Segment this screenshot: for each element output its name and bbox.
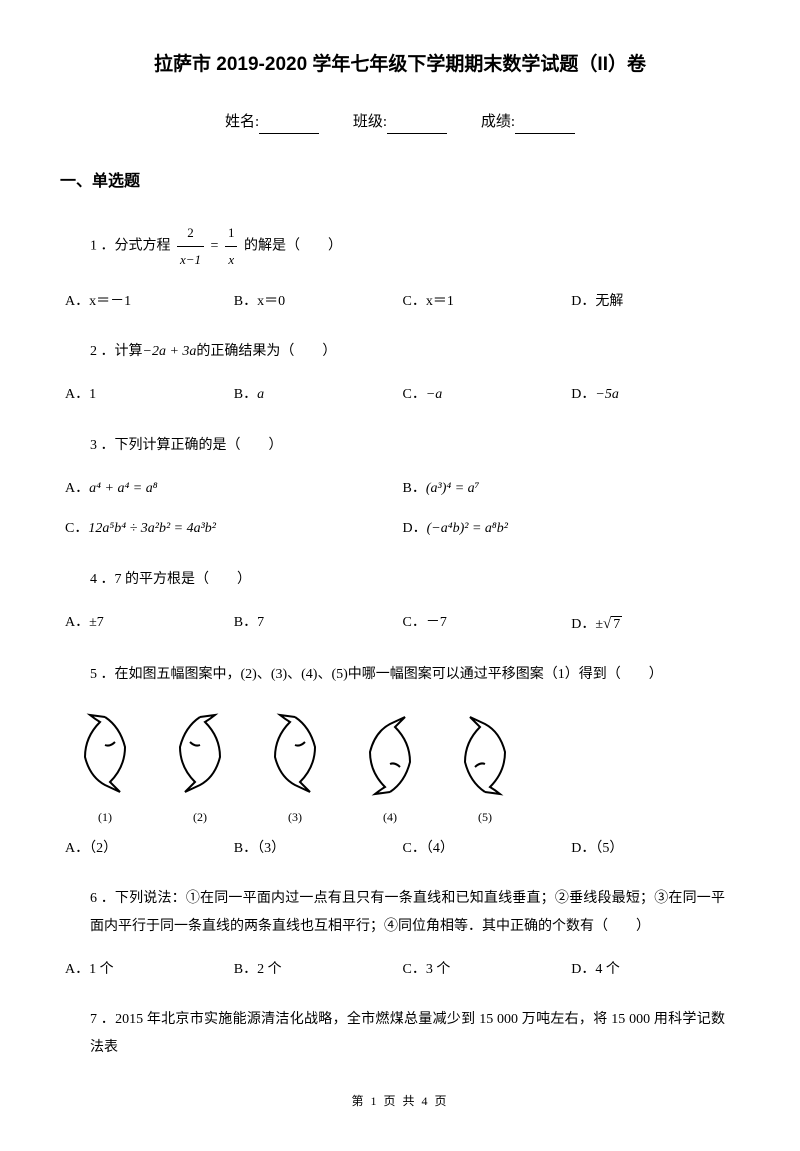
sqrt-icon: 7 <box>603 612 622 636</box>
question-5: 5 ．在如图五幅图案中，(2)、(3)、(4)、(5)中哪一幅图案可以通过平移图… <box>90 661 740 689</box>
q4-opt-b: B．7 <box>234 612 403 636</box>
q3-opt-c: C．12a⁵b⁴ ÷ 3a²b² = 4a³b² <box>65 518 403 540</box>
page-footer: 第 1 页 共 4 页 <box>60 1092 740 1111</box>
q1-opt-a: A．x＝－1 <box>65 291 234 313</box>
q1-suffix: 的解是（ ） <box>244 239 342 254</box>
fish-4: (4) <box>350 707 430 828</box>
q1-frac1: 2 x−1 <box>177 220 204 273</box>
q3-opt-b: B．(a³)⁴ = a⁷ <box>403 478 741 500</box>
q4-options: A．±7 B．7 C．－7 D．±7 <box>60 612 740 636</box>
question-3: 3 ．下列计算正确的是（ ） <box>90 432 740 460</box>
info-line: 姓名: 班级: 成绩: <box>60 110 740 134</box>
q3-options: A．a⁴ + a⁴ = a⁸ B．(a³)⁴ = a⁷ C．12a⁵b⁴ ÷ 3… <box>60 478 740 541</box>
name-label: 姓名: <box>225 114 259 130</box>
name-field: 姓名: <box>225 110 319 134</box>
q5-opt-a: A．（2） <box>65 838 234 860</box>
question-1: 1 ．分式方程 2 x−1 = 1 x 的解是（ ） <box>90 220 740 273</box>
question-2: 2 ．计算−2a + 3a的正确结果为（ ） <box>90 338 740 366</box>
fish-5: (5) <box>445 707 525 828</box>
q2-opt-c: C．−a <box>403 384 572 406</box>
q3-opt-d: D．(−a⁴b)² = a⁸b² <box>403 518 741 540</box>
q1-eq: = <box>211 239 219 254</box>
question-6: 6 ．下列说法：①在同一平面内过一点有且只有一条直线和已知直线垂直；②垂线段最短… <box>90 885 725 941</box>
q1-opt-d: D．无解 <box>571 291 740 313</box>
fish-2: (2) <box>160 707 240 828</box>
q1-opt-b: B．x＝0 <box>234 291 403 313</box>
q6-opt-a: A．1 个 <box>65 959 234 981</box>
q5-options: A．（2） B．（3） C．（4） D．（5） <box>60 838 740 860</box>
q3-opt-a: A．a⁴ + a⁴ = a⁸ <box>65 478 403 500</box>
q5-opt-d: D．（5） <box>571 838 740 860</box>
q2-pre: 2 ．计算 <box>90 344 143 359</box>
fish-1: (1) <box>65 707 145 828</box>
q1-opt-c: C．x＝1 <box>403 291 572 313</box>
q4-opt-c: C．－7 <box>403 612 572 636</box>
q6-opt-b: B．2 个 <box>234 959 403 981</box>
q1-frac2: 1 x <box>225 220 238 273</box>
name-blank[interactable] <box>259 116 319 134</box>
q2-options: A．1 B．a C．−a D．−5a <box>60 384 740 406</box>
q4-opt-a: A．±7 <box>65 612 234 636</box>
fish-3: (3) <box>255 707 335 828</box>
section-header: 一、单选题 <box>60 169 740 195</box>
q2-opt-b: B．a <box>234 384 403 406</box>
q2-opt-d: D．−5a <box>571 384 740 406</box>
q1-options: A．x＝－1 B．x＝0 C．x＝1 D．无解 <box>60 291 740 313</box>
score-blank[interactable] <box>515 116 575 134</box>
score-field: 成绩: <box>481 110 575 134</box>
q1-prefix: 1 ．分式方程 <box>90 239 171 254</box>
q6-options: A．1 个 B．2 个 C．3 个 D．4 个 <box>60 959 740 981</box>
class-field: 班级: <box>353 110 447 134</box>
q2-expr: −2a + 3a <box>143 344 197 359</box>
score-label: 成绩: <box>481 114 515 130</box>
q2-post: 的正确结果为（ ） <box>196 344 336 359</box>
q6-opt-c: C．3 个 <box>403 959 572 981</box>
question-7: 7 ．2015 年北京市实施能源清洁化战略，全市燃煤总量减少到 15 000 万… <box>90 1006 725 1062</box>
q5-opt-c: C．（4） <box>403 838 572 860</box>
fish-figures: (1) (2) (3) (4) (5) <box>65 707 740 828</box>
q6-opt-d: D．4 个 <box>571 959 740 981</box>
class-label: 班级: <box>353 114 387 130</box>
q2-opt-a: A．1 <box>65 384 234 406</box>
page-title: 拉萨市 2019-2020 学年七年级下学期期末数学试题（II）卷 <box>60 50 740 80</box>
class-blank[interactable] <box>387 116 447 134</box>
q5-opt-b: B．（3） <box>234 838 403 860</box>
q4-opt-d: D．±7 <box>571 612 740 636</box>
question-4: 4 ．7 的平方根是（ ） <box>90 566 740 594</box>
